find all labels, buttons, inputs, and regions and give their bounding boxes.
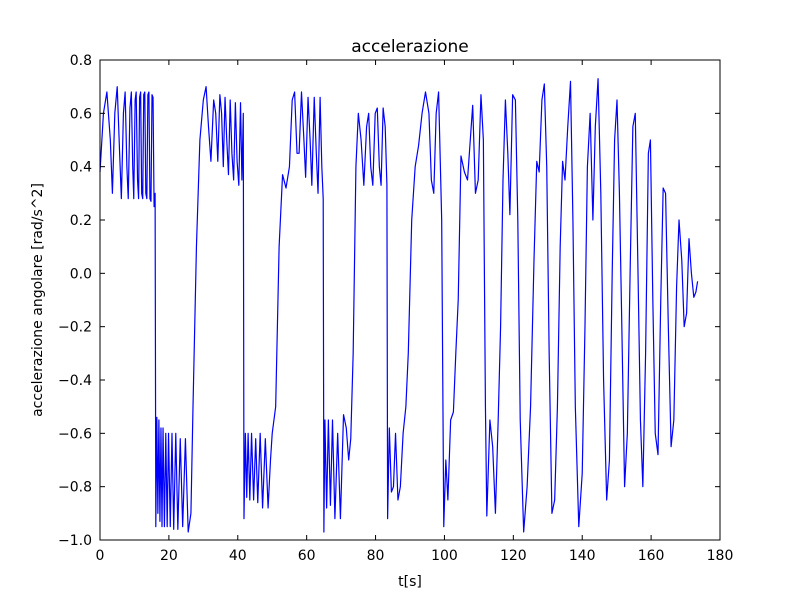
y-tick-label: −0.2 [58,320,92,336]
x-tick-label: 80 [367,548,385,564]
y-axis-label: accelerazione angolare [rad/s^2] [30,183,46,417]
plot-frame [99,59,721,541]
x-tick-label: 160 [638,548,665,564]
x-tick-label: 0 [96,548,105,564]
x-tick-label: 100 [431,548,458,564]
x-axis-label: t[s] [398,574,422,590]
x-tick-label: 180 [707,548,734,564]
y-tick-label: −0.8 [58,480,92,496]
y-tick-label: 0.2 [70,213,92,229]
x-tick-label: 20 [160,548,178,564]
y-tick-label: 0.6 [70,106,92,122]
chart-title: accelerazione [351,37,468,57]
data-line [99,78,699,533]
y-tick-label: −0.6 [58,426,92,442]
x-tick-label: 40 [229,548,247,564]
y-tick-label: 0.0 [70,266,92,282]
x-tick-label: 120 [500,548,527,564]
y-tick-label: 0.4 [70,160,92,176]
y-tick-label: −0.4 [58,373,92,389]
y-tick-label: 0.8 [70,53,92,69]
x-tick-label: 60 [298,548,316,564]
y-tick-label: −1.0 [58,533,92,549]
x-tick-label: 140 [569,548,596,564]
